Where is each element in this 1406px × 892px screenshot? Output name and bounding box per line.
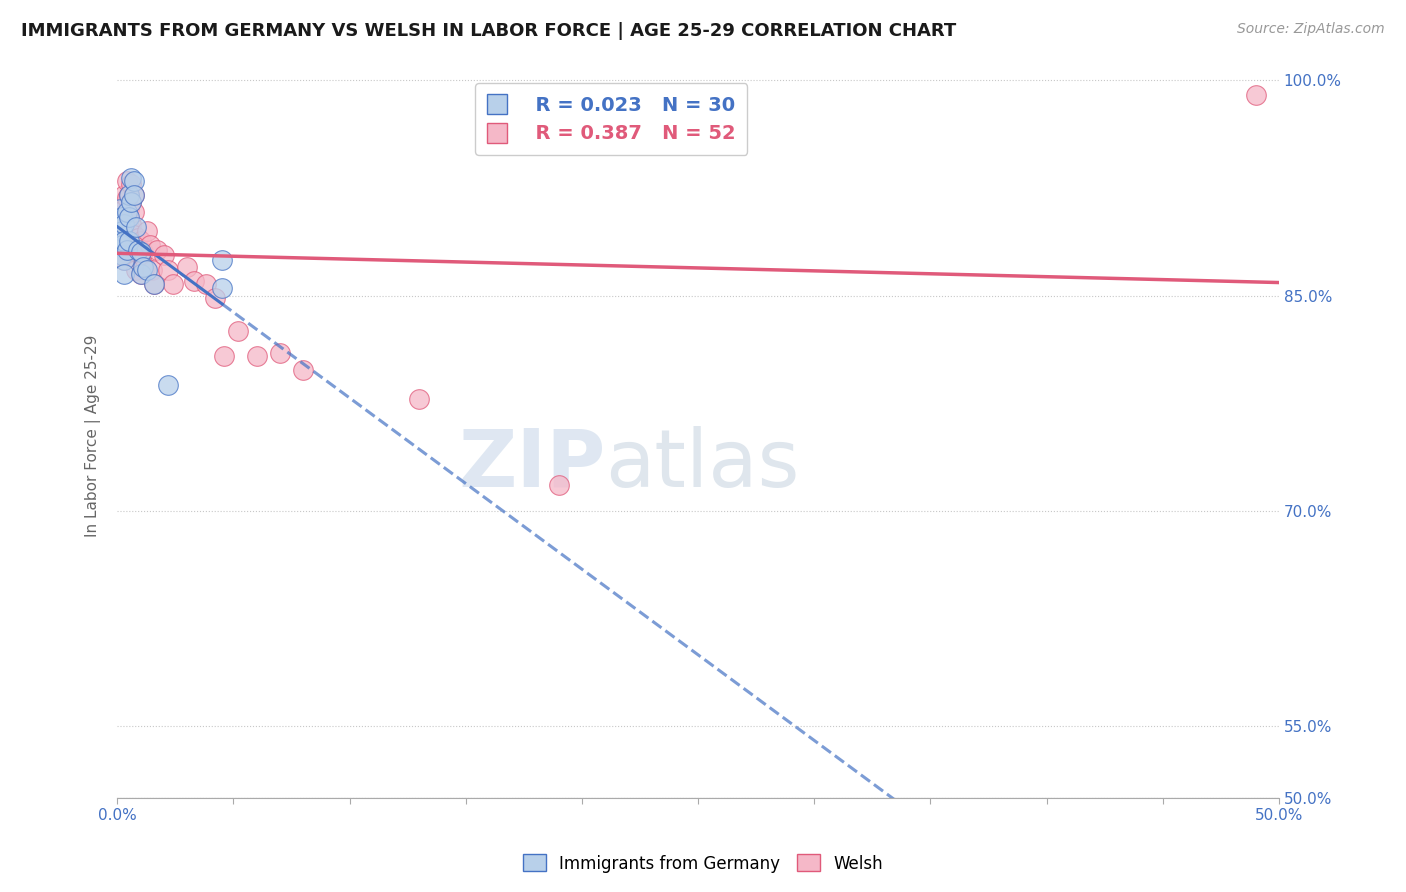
Point bbox=[118, 243, 141, 257]
Point bbox=[115, 174, 138, 188]
Point bbox=[194, 277, 217, 291]
Point bbox=[176, 260, 198, 274]
Point bbox=[157, 262, 180, 277]
Point bbox=[112, 202, 135, 217]
Y-axis label: In Labor Force | Age 25-29: In Labor Force | Age 25-29 bbox=[86, 334, 101, 537]
Point bbox=[127, 231, 149, 245]
Point bbox=[547, 478, 569, 492]
Point bbox=[120, 195, 142, 210]
Point bbox=[111, 210, 134, 224]
Point bbox=[112, 252, 135, 267]
Point bbox=[122, 228, 145, 243]
Point bbox=[112, 252, 135, 267]
Point bbox=[118, 234, 141, 248]
Point bbox=[122, 188, 145, 202]
Point bbox=[111, 248, 134, 262]
Text: ZIP: ZIP bbox=[458, 425, 605, 503]
Point bbox=[112, 267, 135, 281]
Legend: Immigrants from Germany, Welsh: Immigrants from Germany, Welsh bbox=[516, 847, 890, 880]
Point bbox=[118, 210, 141, 224]
Point bbox=[112, 188, 135, 202]
Point bbox=[136, 224, 159, 238]
Point bbox=[108, 234, 131, 248]
Point bbox=[111, 238, 134, 252]
Point bbox=[118, 219, 141, 234]
Point bbox=[162, 277, 184, 291]
Point bbox=[141, 262, 163, 277]
Text: atlas: atlas bbox=[605, 425, 800, 503]
Text: IMMIGRANTS FROM GERMANY VS WELSH IN LABOR FORCE | AGE 25-29 CORRELATION CHART: IMMIGRANTS FROM GERMANY VS WELSH IN LABO… bbox=[21, 22, 956, 40]
Text: Source: ZipAtlas.com: Source: ZipAtlas.com bbox=[1237, 22, 1385, 37]
Point bbox=[129, 267, 152, 281]
Point bbox=[108, 205, 131, 219]
Point bbox=[125, 262, 148, 277]
Point bbox=[122, 205, 145, 219]
Point bbox=[143, 277, 166, 291]
Point bbox=[1244, 87, 1267, 102]
Point bbox=[125, 219, 148, 234]
Point bbox=[108, 202, 131, 217]
Point bbox=[111, 228, 134, 243]
Point bbox=[115, 210, 138, 224]
Point bbox=[292, 363, 315, 377]
Point bbox=[115, 205, 138, 219]
Point bbox=[129, 234, 152, 248]
Point bbox=[112, 234, 135, 248]
Point bbox=[132, 260, 155, 274]
Point bbox=[112, 238, 135, 252]
Point bbox=[134, 260, 156, 274]
Point bbox=[120, 217, 142, 231]
Point bbox=[122, 188, 145, 202]
Point bbox=[129, 245, 152, 260]
Point bbox=[115, 243, 138, 257]
Point bbox=[183, 274, 205, 288]
Point bbox=[115, 191, 138, 205]
Point bbox=[125, 245, 148, 260]
Point bbox=[145, 243, 167, 257]
Point bbox=[112, 219, 135, 234]
Point bbox=[118, 188, 141, 202]
Point bbox=[120, 170, 142, 185]
Point bbox=[408, 392, 430, 406]
Legend:   R = 0.023   N = 30,   R = 0.387   N = 52: R = 0.023 N = 30, R = 0.387 N = 52 bbox=[475, 83, 748, 155]
Point bbox=[211, 281, 233, 295]
Point bbox=[127, 243, 149, 257]
Point bbox=[152, 248, 174, 262]
Point bbox=[112, 217, 135, 231]
Point bbox=[118, 202, 141, 217]
Point bbox=[111, 210, 134, 224]
Point bbox=[212, 349, 235, 363]
Point bbox=[136, 262, 159, 277]
Point bbox=[143, 277, 166, 291]
Point bbox=[108, 248, 131, 262]
Point bbox=[120, 177, 142, 191]
Point bbox=[157, 377, 180, 392]
Point bbox=[211, 252, 233, 267]
Point bbox=[129, 248, 152, 262]
Point bbox=[108, 234, 131, 248]
Point bbox=[204, 292, 226, 306]
Point bbox=[226, 325, 249, 339]
Point bbox=[269, 346, 291, 360]
Point bbox=[108, 219, 131, 234]
Point bbox=[108, 217, 131, 231]
Point bbox=[246, 349, 269, 363]
Point bbox=[118, 188, 141, 202]
Point bbox=[111, 224, 134, 238]
Point bbox=[122, 174, 145, 188]
Point bbox=[139, 238, 162, 252]
Point bbox=[120, 195, 142, 210]
Point bbox=[132, 245, 155, 260]
Point bbox=[129, 267, 152, 281]
